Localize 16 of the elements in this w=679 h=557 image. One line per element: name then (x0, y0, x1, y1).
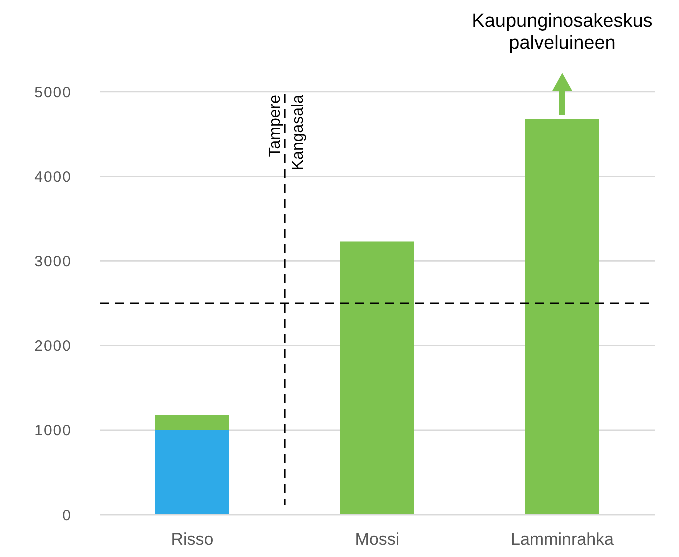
annotation: Kangasala (290, 94, 307, 171)
x-tick-label: Risso (171, 530, 214, 549)
annotation: Tampere (267, 94, 284, 158)
y-tick-label: 3000 (34, 253, 72, 270)
x-tick-label: Mossi (355, 530, 400, 549)
y-tick-label: 1000 (34, 422, 72, 440)
bar (156, 415, 230, 430)
bar (526, 119, 600, 515)
y-tick-label: 0 (62, 507, 72, 524)
y-tick-label: 4000 (34, 168, 72, 186)
bar (156, 430, 230, 515)
x-tick-label: Lamminrahka (511, 530, 615, 549)
text: Kaupunginosakeskus palveluineen (472, 11, 653, 54)
y-tick-label: 2000 (34, 338, 72, 356)
y-tick-label: 5000 (34, 84, 72, 102)
bar (340, 242, 414, 515)
